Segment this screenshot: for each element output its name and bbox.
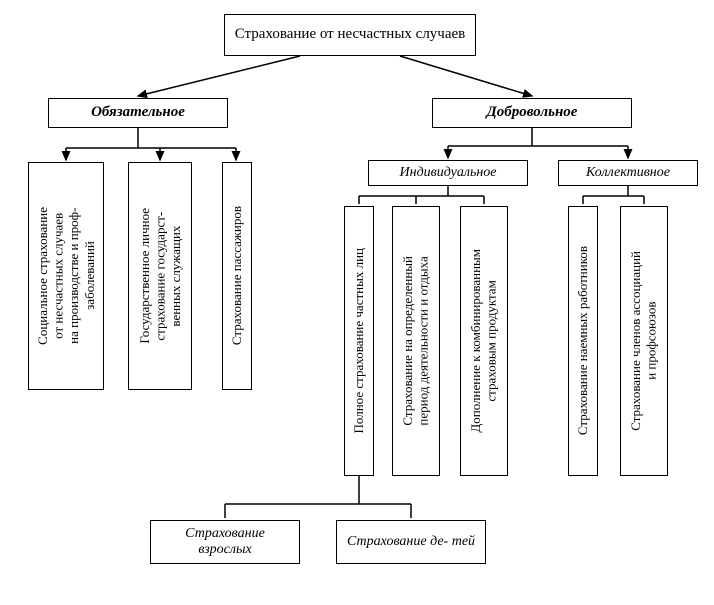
node-individualnoe: Индивидуальное	[368, 160, 528, 186]
root-node: Страхование от несчастных случаев	[224, 14, 476, 56]
leaf-label: Государственное личное страхование госуд…	[137, 208, 184, 344]
node-label: Обязательное	[91, 104, 185, 121]
node-label: Страхование взрослых	[157, 526, 293, 558]
leaf-adults: Страхование взрослых	[150, 520, 300, 564]
leaf-label: Дополнение к комбинированным страховым п…	[468, 249, 499, 433]
leaf-kol-1: Страхование наемных работников	[568, 206, 598, 476]
leaf-label: Страхование на определенный период деяте…	[400, 256, 431, 426]
leaf-label: Страхование наемных работников	[575, 246, 591, 435]
node-label: Страхование де- тей	[347, 534, 475, 550]
leaf-children: Страхование де- тей	[336, 520, 486, 564]
leaf-label: Полное страхование частных лиц	[351, 248, 367, 434]
node-label: Индивидуальное	[400, 165, 497, 181]
leaf-obyaz-3: Страхование пассажиров	[222, 162, 252, 390]
node-dobrovolnoe: Добровольное	[432, 98, 632, 128]
node-label: Коллективное	[586, 165, 670, 181]
root-label: Страхование от несчастных случаев	[235, 26, 466, 43]
leaf-obyaz-2: Государственное личное страхование госуд…	[128, 162, 192, 390]
leaf-label: Страхование пассажиров	[229, 206, 245, 345]
leaf-label: Страхование членов ассоциаций и профсоюз…	[628, 251, 659, 431]
leaf-ind-2: Страхование на определенный период деяте…	[392, 206, 440, 476]
leaf-kol-2: Страхование членов ассоциаций и профсоюз…	[620, 206, 668, 476]
leaf-ind-3: Дополнение к комбинированным страховым п…	[460, 206, 508, 476]
node-label: Добровольное	[487, 104, 578, 121]
leaf-obyaz-1: Социальное страхование от несчастных слу…	[28, 162, 104, 390]
node-obyazatelnoe: Обязательное	[48, 98, 228, 128]
node-kollektivnoe: Коллективное	[558, 160, 698, 186]
leaf-ind-1: Полное страхование частных лиц	[344, 206, 374, 476]
leaf-label: Социальное страхование от несчастных слу…	[35, 207, 97, 345]
